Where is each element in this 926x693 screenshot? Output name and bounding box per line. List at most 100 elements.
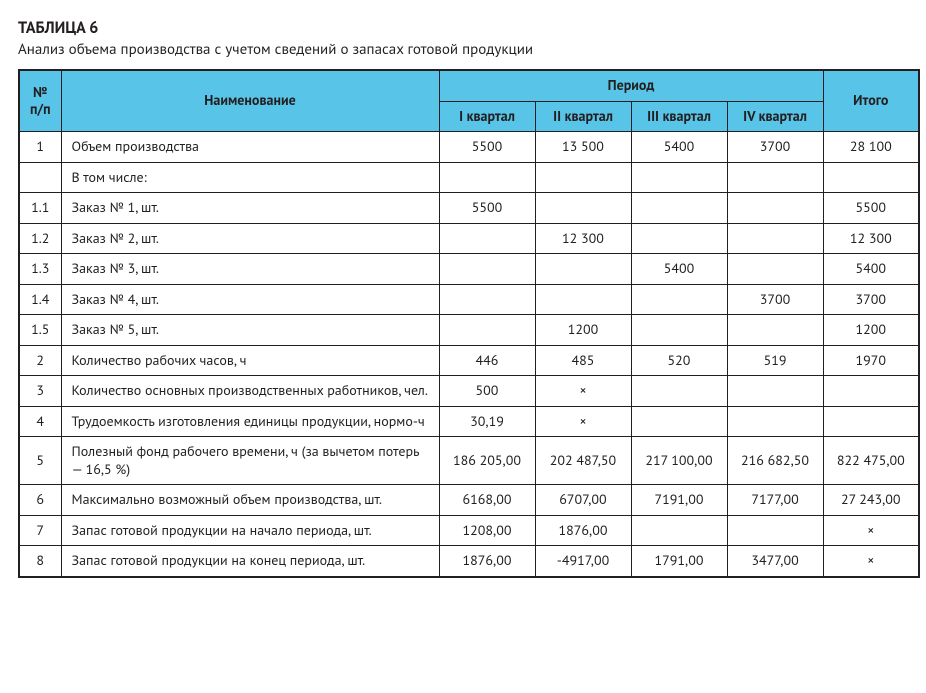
cell-q3 [631,315,727,346]
cell-num: 4 [19,406,61,437]
cell-name: Заказ № 1, шт. [61,193,439,224]
table-row: 5Полезный фонд рабочего времени, ч (за в… [19,437,919,485]
cell-num: 1.1 [19,193,61,224]
cell-q4 [727,515,823,546]
cell-name: Полезный фонд рабочего времени, ч (за вы… [61,437,439,485]
table-body: 1Объем производства550013 5005400370028 … [19,132,919,577]
cell-q4: 216 682,50 [727,437,823,485]
table-title: ТАБЛИЦА 6 [18,18,908,38]
cell-q2: 6707,00 [535,485,631,516]
table-row: 3Количество основных производственных ра… [19,376,919,407]
cell-q4 [727,376,823,407]
table-row: 2Количество рабочих часов, ч446485520519… [19,345,919,376]
cell-q1: 5500 [439,132,535,163]
cell-q4: 7177,00 [727,485,823,516]
cell-name: В том числе: [61,162,439,193]
cell-name: Заказ № 5, шт. [61,315,439,346]
cell-q2 [535,284,631,315]
cell-q2: 1200 [535,315,631,346]
cell-q4 [727,223,823,254]
cell-q2: × [535,376,631,407]
cell-name: Заказ № 3, шт. [61,254,439,285]
cell-q3 [631,162,727,193]
cell-total [823,376,919,407]
col-header-q3: III квартал [631,101,727,132]
cell-total: 1200 [823,315,919,346]
cell-q1: 30,19 [439,406,535,437]
cell-num: 1 [19,132,61,163]
cell-q4: 3700 [727,132,823,163]
cell-total: 28 100 [823,132,919,163]
cell-q2: 1876,00 [535,515,631,546]
cell-q3 [631,406,727,437]
cell-total: 822 475,00 [823,437,919,485]
table-row: 1.5Заказ № 5, шт. 1200 1200 [19,315,919,346]
cell-total: 1970 [823,345,919,376]
col-header-total: Итого [823,70,919,132]
cell-total: 3700 [823,284,919,315]
col-header-q2: II квартал [535,101,631,132]
cell-q2: 485 [535,345,631,376]
cell-num: 1.4 [19,284,61,315]
cell-num: 1.2 [19,223,61,254]
cell-q1: 1208,00 [439,515,535,546]
cell-q1 [439,223,535,254]
cell-name: Трудоемкость изготовления единицы продук… [61,406,439,437]
table-row: 1Объем производства550013 5005400370028 … [19,132,919,163]
cell-q4: 3700 [727,284,823,315]
cell-num: 2 [19,345,61,376]
cell-num: 3 [19,376,61,407]
table-row: 1.2Заказ № 2, шт.12 30012 300 [19,223,919,254]
col-header-q1: I квартал [439,101,535,132]
cell-num [19,162,61,193]
cell-q4: 3477,00 [727,546,823,577]
table-subtitle: Анализ объема производства с учетом свед… [18,40,908,59]
cell-q1: 500 [439,376,535,407]
cell-q2: 202 487,50 [535,437,631,485]
cell-q4 [727,193,823,224]
data-table: № п/п Наименование Период Итого I кварта… [18,69,920,578]
cell-q4 [727,315,823,346]
cell-q1: 1876,00 [439,546,535,577]
cell-num: 1.5 [19,315,61,346]
cell-q2 [535,162,631,193]
cell-num: 6 [19,485,61,516]
cell-q2: 12 300 [535,223,631,254]
col-header-num: № п/п [19,70,61,132]
cell-q3 [631,376,727,407]
cell-name: Объем производства [61,132,439,163]
col-header-period: Период [439,70,823,101]
cell-q3 [631,284,727,315]
table-row: 6Максимально возможный объем производств… [19,485,919,516]
cell-q2 [535,193,631,224]
cell-q1: 446 [439,345,535,376]
cell-total [823,162,919,193]
cell-name: Запас готовой продукции на начало период… [61,515,439,546]
cell-total: 27 243,00 [823,485,919,516]
col-header-q4: IV квартал [727,101,823,132]
cell-name: Заказ № 2, шт. [61,223,439,254]
cell-name: Заказ № 4, шт. [61,284,439,315]
cell-q3: 1791,00 [631,546,727,577]
table-row: В том числе: [19,162,919,193]
cell-name: Запас готовой продукции на конец периода… [61,546,439,577]
cell-name: Максимально возможный объем производства… [61,485,439,516]
table-row: 7Запас готовой продукции на начало перио… [19,515,919,546]
cell-name: Количество основных производственных раб… [61,376,439,407]
col-header-name: Наименование [61,70,439,132]
cell-total: × [823,515,919,546]
cell-num: 1.3 [19,254,61,285]
cell-q4 [727,406,823,437]
cell-total: 5400 [823,254,919,285]
cell-q1 [439,254,535,285]
table-row: 8Запас готовой продукции на конец период… [19,546,919,577]
cell-q3 [631,193,727,224]
cell-num: 5 [19,437,61,485]
cell-q1: 6168,00 [439,485,535,516]
cell-q1 [439,284,535,315]
cell-total [823,406,919,437]
cell-num: 7 [19,515,61,546]
cell-q4 [727,162,823,193]
cell-q3 [631,515,727,546]
cell-total: 5500 [823,193,919,224]
